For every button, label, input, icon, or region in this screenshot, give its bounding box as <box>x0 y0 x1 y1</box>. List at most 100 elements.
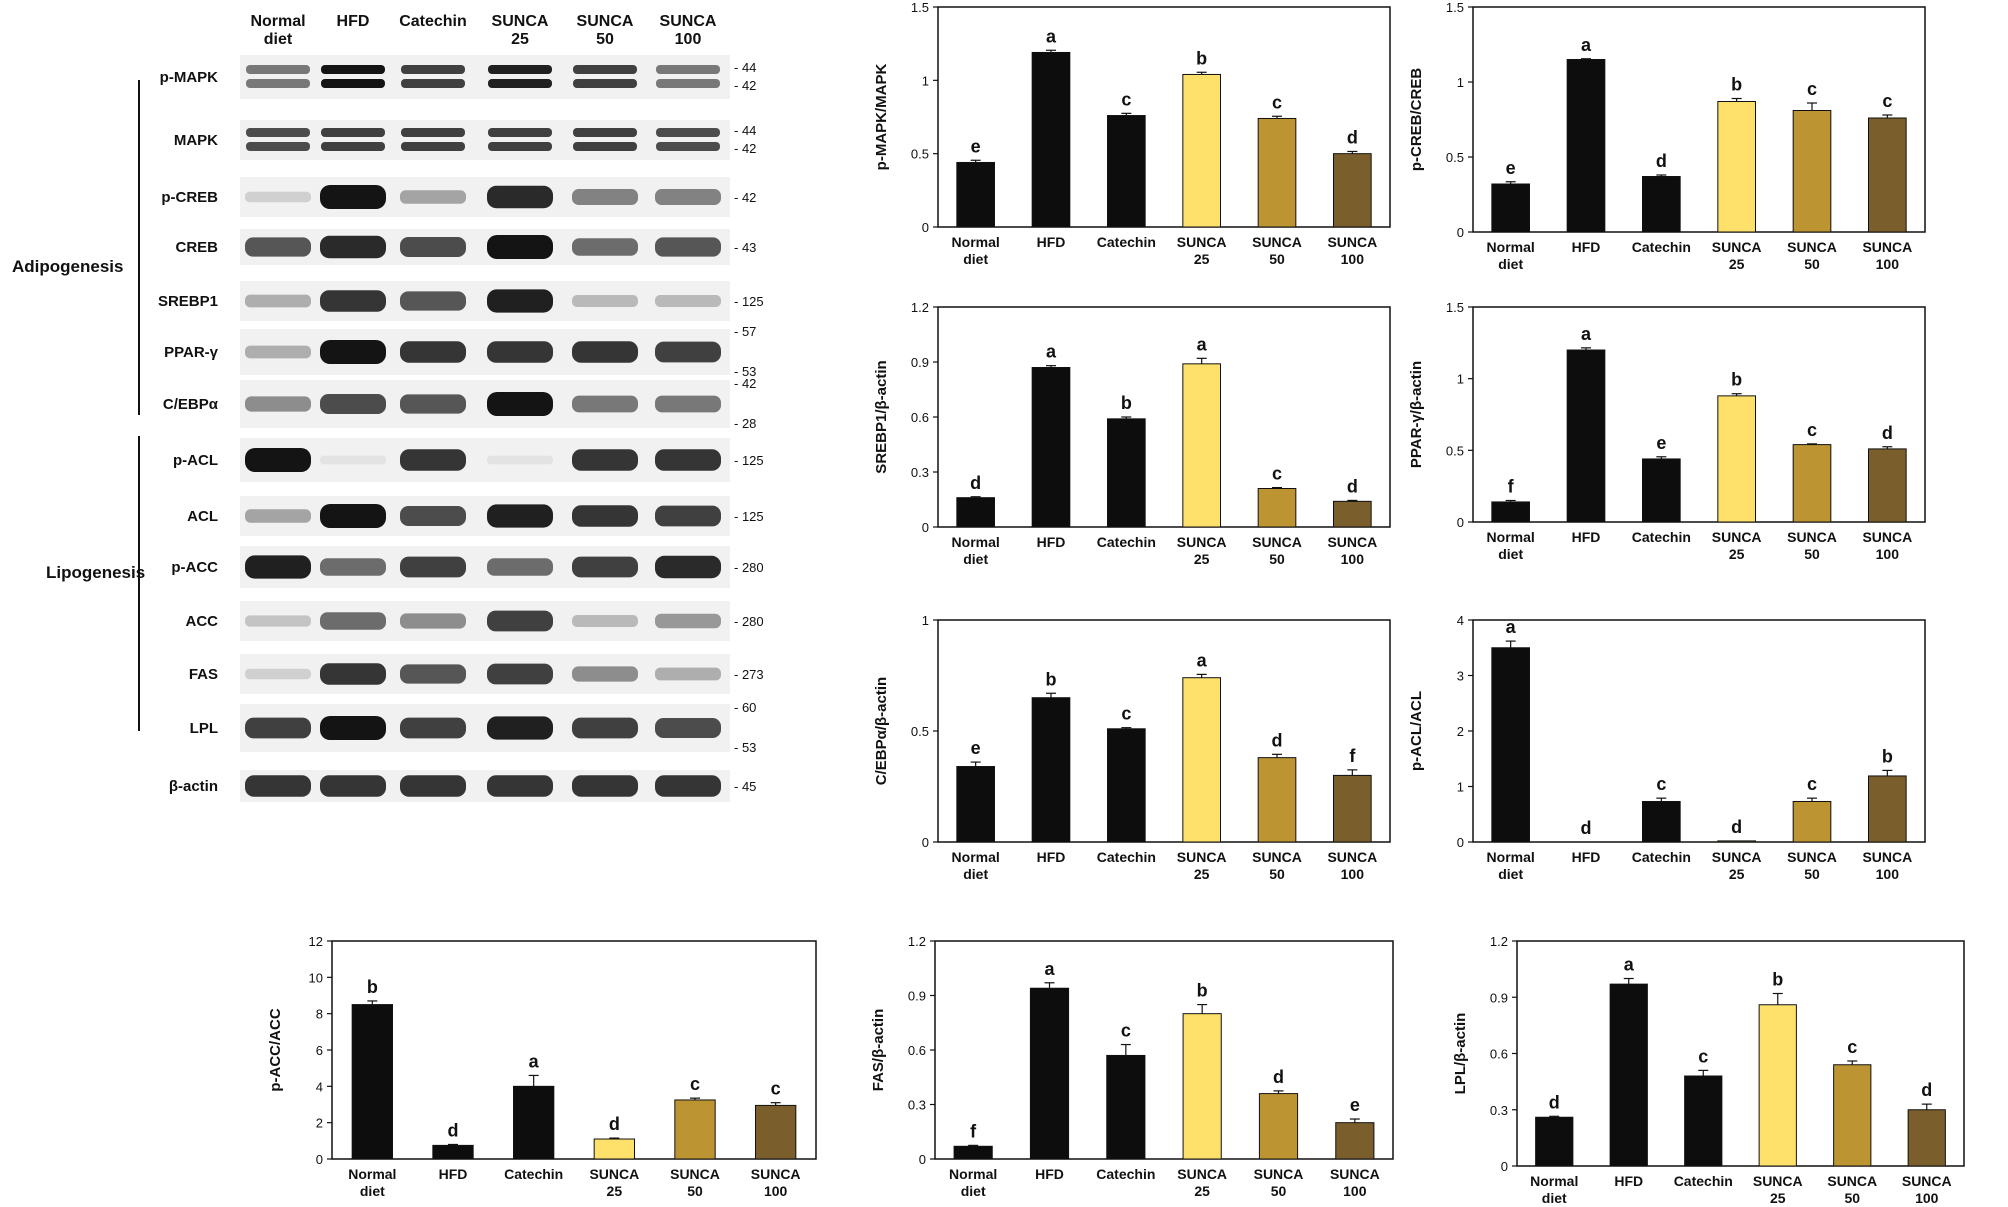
x-category-line: SUNCA <box>1753 1173 1803 1189</box>
blot-band <box>401 128 465 137</box>
mw-marker: - 53 <box>734 364 756 379</box>
blot-membrane-strip <box>240 438 730 482</box>
bar <box>1717 840 1757 843</box>
bar <box>1868 775 1907 843</box>
mw-marker: - 42 <box>734 376 756 391</box>
y-tick-label: 3 <box>1457 669 1464 684</box>
x-category-line: HFD <box>1037 234 1066 250</box>
y-tick-label: 6 <box>316 1043 323 1058</box>
y-tick-label: 0 <box>922 835 929 850</box>
x-category-label: SUNCA 100 <box>1327 234 1377 267</box>
x-category-line: Normal <box>1487 849 1535 865</box>
significance-letter: b <box>1196 48 1207 68</box>
significance-letter: b <box>1121 393 1132 413</box>
x-category-line: Normal <box>1487 239 1535 255</box>
x-category-line: SUNCA <box>1712 849 1762 865</box>
significance-letter: a <box>1046 342 1057 362</box>
blot-band <box>321 65 385 74</box>
lane-header-line: diet <box>264 31 293 48</box>
x-category-line: HFD <box>439 1166 468 1182</box>
blot-band <box>488 142 552 151</box>
significance-letter: d <box>1921 1080 1932 1100</box>
y-tick-label: 8 <box>316 1007 323 1022</box>
blot-band <box>321 142 385 151</box>
significance-letter: c <box>771 1079 781 1099</box>
x-category-label: SUNCA 25 <box>1177 534 1227 567</box>
y-tick-label: 0.9 <box>908 989 926 1004</box>
x-category-label: Normal diet <box>952 234 1000 267</box>
blot-band <box>487 504 553 528</box>
bar <box>1258 1093 1299 1160</box>
y-tick-label: 0.3 <box>911 465 929 480</box>
lane-header-line: SUNCA <box>577 13 634 30</box>
blot-row-label: MAPK <box>174 132 218 149</box>
blot-band <box>655 395 721 413</box>
blot-band <box>320 558 386 576</box>
significance-letter: c <box>1807 79 1817 99</box>
mw-marker: - 42 <box>734 141 756 156</box>
significance-letter: c <box>1272 92 1282 112</box>
x-category-line: 50 <box>1804 866 1820 882</box>
blot-band <box>573 79 637 88</box>
blot-band <box>487 716 553 740</box>
significance-letter: a <box>1581 35 1592 55</box>
y-tick-label: 10 <box>309 970 323 985</box>
y-axis-label: PPAR-γ/β-actin <box>1408 361 1425 468</box>
y-tick-label: 0.6 <box>1490 1047 1508 1062</box>
x-category-line: Catechin <box>1097 849 1156 865</box>
blot-row-label: ACL <box>187 508 218 525</box>
x-category-label: SUNCA 50 <box>1252 234 1302 267</box>
x-category-line: 50 <box>1804 256 1820 272</box>
x-category-line: 50 <box>1271 1183 1287 1199</box>
blot-band <box>488 128 552 137</box>
significance-letter: d <box>1581 818 1592 838</box>
x-category-label: HFD <box>1037 849 1066 865</box>
x-category-label: HFD <box>1572 529 1601 545</box>
blot-band <box>655 295 721 307</box>
lane-header: SUNCA 50 <box>577 13 634 48</box>
x-category-line: SUNCA <box>670 1166 720 1182</box>
y-tick-label: 12 <box>309 934 323 949</box>
blot-band <box>487 235 553 259</box>
x-category-line: SUNCA <box>1327 534 1377 550</box>
blot-band <box>656 142 720 151</box>
blot-band <box>656 65 720 74</box>
x-category-label: SUNCA 25 <box>1177 1166 1227 1199</box>
bar <box>1491 183 1531 233</box>
bar <box>1868 117 1907 233</box>
y-tick-label: 4 <box>316 1079 323 1094</box>
bar <box>956 497 995 528</box>
x-category-label: SUNCA 25 <box>1753 1173 1803 1206</box>
x-category-label: SUNCA 50 <box>1252 534 1302 567</box>
y-axis-label: LPL/β-actin <box>1452 1013 1469 1095</box>
x-category-line: HFD <box>1035 1166 1064 1182</box>
significance-letter: a <box>1046 26 1057 46</box>
bar <box>1833 1064 1872 1167</box>
plot-frame <box>1516 940 1965 1167</box>
x-category-line: 25 <box>1729 546 1745 562</box>
bar <box>1642 458 1681 523</box>
bar-chart: 0 0.5 1 C/EBPα/β-actin e Normal diet b HFD c Catec… <box>873 613 1391 882</box>
blot-band <box>320 290 386 312</box>
bar <box>351 1004 393 1160</box>
blot-band <box>400 237 466 257</box>
bar <box>1907 1109 1946 1167</box>
significance-letter: a <box>1506 617 1517 637</box>
blot-band <box>487 455 553 465</box>
y-tick-label: 0.3 <box>1490 1103 1508 1118</box>
mw-marker: - 42 <box>734 190 756 205</box>
significance-letter: e <box>971 136 981 156</box>
y-tick-label: 0.5 <box>1446 150 1464 165</box>
y-tick-label: 1.5 <box>1446 0 1464 15</box>
x-category-line: SUNCA <box>1327 234 1377 250</box>
bar <box>1792 800 1832 843</box>
blot-band <box>488 79 552 88</box>
x-category-label: SUNCA 50 <box>670 1166 720 1199</box>
y-axis-label: FAS/β-actin <box>870 1009 887 1092</box>
plot-frame <box>1472 6 1926 233</box>
significance-letter: a <box>1044 959 1055 979</box>
x-category-line: SUNCA <box>1712 239 1762 255</box>
x-category-line: HFD <box>1572 239 1601 255</box>
bar <box>1182 73 1222 228</box>
